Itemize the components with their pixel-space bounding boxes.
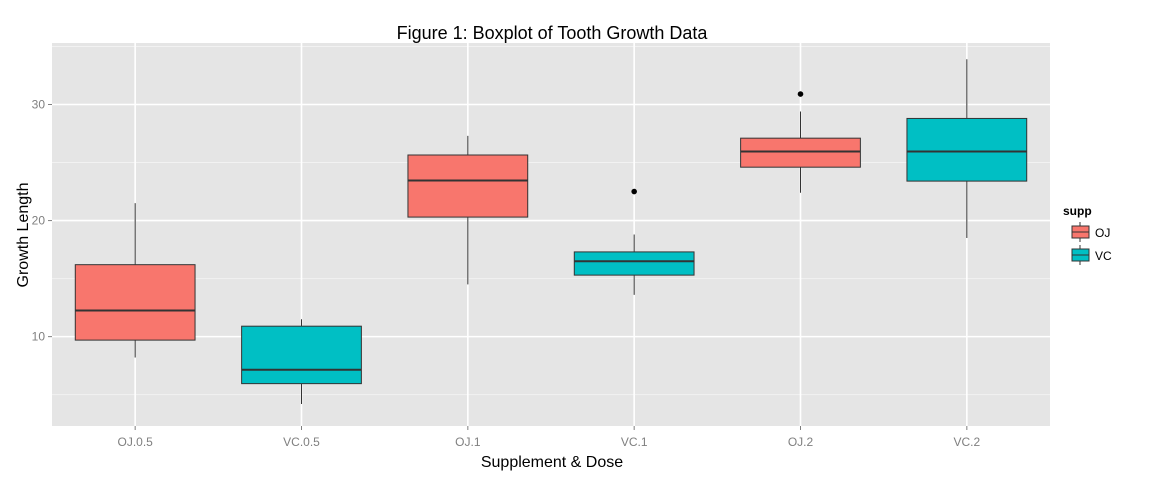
legend-item-oj: OJ — [1071, 222, 1110, 242]
box-body — [740, 137, 861, 168]
box-body — [241, 325, 362, 385]
box-oj-0-5 — [74, 203, 196, 358]
y-axis: 10 20 30 — [32, 98, 52, 344]
legend-label-oj: OJ — [1095, 226, 1110, 240]
x-tick-label: VC.0.5 — [283, 435, 320, 449]
legend-label-vc: VC — [1095, 249, 1112, 263]
box-oj-1 — [407, 135, 529, 285]
plot-panel — [52, 43, 1050, 426]
x-tick-label: VC.1 — [621, 435, 648, 449]
y-axis-title: Growth Length — [15, 183, 32, 288]
box-body — [407, 154, 529, 218]
y-tick-label: 10 — [32, 330, 46, 344]
x-tick-label: OJ.1 — [455, 435, 481, 449]
x-tick-label: OJ.0.5 — [117, 435, 153, 449]
legend-item-vc: VC — [1071, 245, 1112, 265]
box-vc-1 — [573, 188, 695, 295]
x-axis: OJ.0.5 VC.0.5 OJ.1 VC.1 OJ.2 VC.2 — [117, 426, 980, 449]
box-series — [74, 59, 1028, 404]
legend: supp OJ VC — [1063, 204, 1112, 265]
box-body — [573, 251, 695, 276]
box-oj-2 — [740, 91, 861, 193]
box-vc-2 — [906, 59, 1028, 238]
x-tick-label: VC.2 — [953, 435, 980, 449]
chart-title: Figure 1: Boxplot of Tooth Growth Data — [397, 23, 709, 43]
box-vc-0-5 — [241, 319, 362, 404]
outlier-point — [797, 91, 804, 97]
y-tick-label: 30 — [32, 98, 46, 112]
box-body — [906, 117, 1028, 182]
y-tick-label: 20 — [32, 214, 46, 228]
outlier-point — [631, 188, 637, 195]
box-body — [74, 264, 196, 341]
legend-title: supp — [1063, 204, 1092, 218]
x-axis-title: Supplement & Dose — [481, 454, 623, 471]
x-tick-label: OJ.2 — [788, 435, 814, 449]
